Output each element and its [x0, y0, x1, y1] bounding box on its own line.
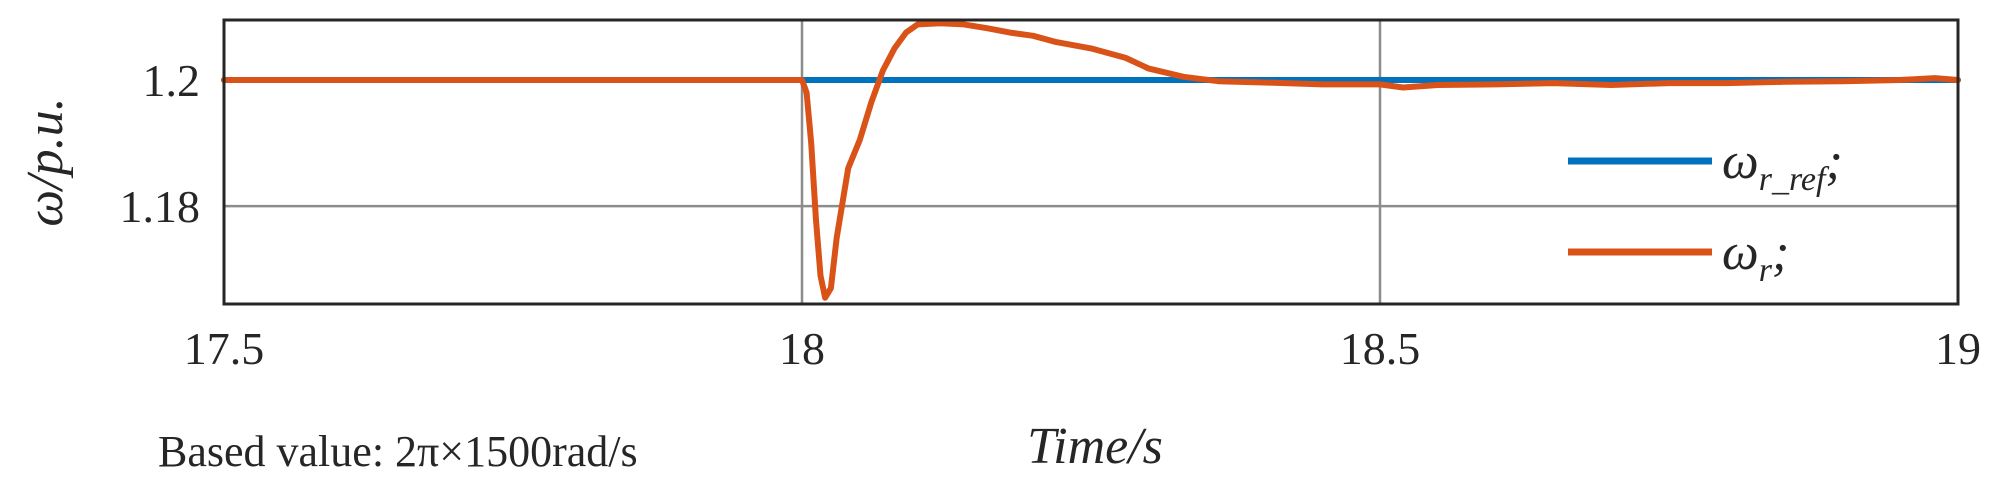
- x-tick-label: 18.5: [1340, 323, 1421, 374]
- y-tick-label: 1.2: [143, 55, 201, 106]
- x-tick-label: 18: [779, 323, 825, 374]
- series-line-omega-r: [221, 20, 1961, 301]
- y-tick-labels: 1.18 1.2: [120, 55, 201, 232]
- plot-frame: [222, 18, 1960, 306]
- y-axis-label: ω/p.u.: [17, 97, 74, 226]
- series-lines: [221, 20, 1961, 301]
- y-tick-label: 1.18: [120, 181, 201, 232]
- x-axis-label: Time/s: [1027, 418, 1163, 475]
- x-tick-labels: 17.5 18 18.5 19: [184, 323, 1981, 374]
- legend-entry-omega-r-ref: ωr_ref;: [1722, 133, 1843, 198]
- x-tick-label: 19: [1935, 323, 1981, 374]
- legend: ωr_ref; ωr;: [1568, 133, 1843, 289]
- x-tick-label: 17.5: [184, 323, 265, 374]
- base-value-note: Based value: 2π×1500rad/s: [158, 427, 638, 476]
- legend-entry-omega-r: ωr;: [1722, 224, 1789, 289]
